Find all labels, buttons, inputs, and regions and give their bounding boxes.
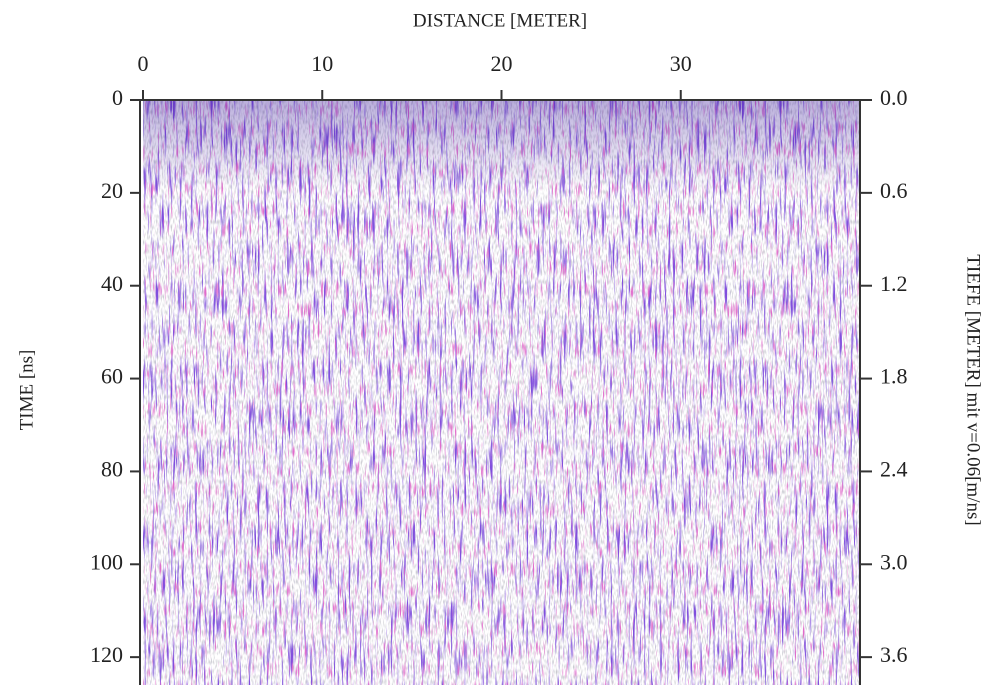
y-tick-label: 20	[101, 178, 123, 203]
x-tick-label: 0	[138, 51, 149, 76]
y2-tick-label: 0.0	[880, 85, 908, 110]
x-tick-label: 30	[670, 51, 692, 76]
x-tick-label: 10	[311, 51, 333, 76]
y2-tick-label: 3.0	[880, 549, 908, 574]
x-axis-label: DISTANCE [METER]	[413, 10, 587, 31]
y-tick-label: 40	[101, 271, 123, 296]
plot-area	[143, 100, 860, 685]
x-tick-label: 20	[491, 51, 513, 76]
y-axis-label: TIME [ns]	[16, 350, 37, 431]
y2-tick-label: 1.8	[880, 364, 908, 389]
y2-tick-label: 3.6	[880, 642, 908, 667]
radargram-image	[143, 100, 860, 685]
y-tick-label: 100	[90, 549, 123, 574]
y2-tick-label: 1.2	[880, 271, 908, 296]
y-tick-label: 0	[112, 85, 123, 110]
y-tick-label: 60	[101, 364, 123, 389]
near-surface-band	[143, 100, 860, 190]
y-tick-label: 120	[90, 642, 123, 667]
y2-tick-label: 2.4	[880, 456, 908, 481]
y2-tick-label: 0.6	[880, 178, 908, 203]
y-tick-label: 80	[101, 456, 123, 481]
y2-axis-label: TIEFE [METER] mit v=0.06[m/ns]	[963, 254, 984, 525]
